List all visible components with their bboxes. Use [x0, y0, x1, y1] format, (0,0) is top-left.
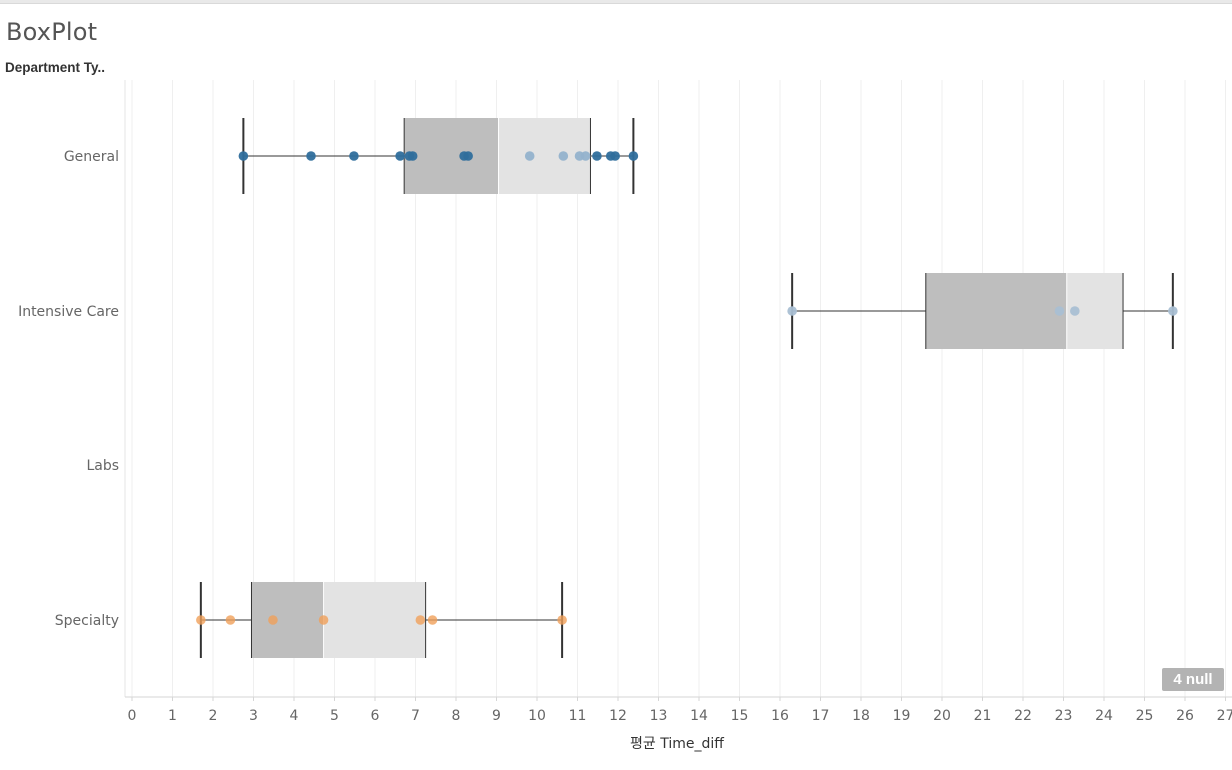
x-tick-label: 4	[290, 708, 299, 724]
data-point	[318, 615, 329, 625]
x-tick-label: 26	[1176, 708, 1194, 724]
top-border	[0, 0, 1232, 4]
x-tick-label: 16	[771, 708, 789, 724]
x-tick-label: 23	[1055, 708, 1073, 724]
x-tick-label: 14	[690, 708, 708, 724]
data-point	[1168, 306, 1178, 316]
data-point	[427, 615, 438, 625]
x-tick-label: 6	[371, 708, 380, 724]
data-point	[415, 615, 426, 625]
data-point	[395, 151, 405, 161]
x-axis-label: 평균 Time_diff	[630, 736, 724, 752]
box-lower-half	[251, 582, 324, 658]
box-group	[196, 582, 567, 658]
data-point	[407, 151, 418, 161]
data-point	[463, 151, 473, 161]
x-tick-label: 12	[609, 708, 627, 724]
x-tick-label: 15	[731, 708, 749, 724]
data-point	[349, 151, 359, 161]
data-point	[592, 151, 602, 161]
rows-header[interactable]: Department Ty..	[5, 60, 106, 75]
data-point	[558, 151, 569, 161]
data-point	[580, 151, 591, 161]
x-tick-label: 13	[650, 708, 668, 724]
x-tick-label: 21	[974, 708, 992, 724]
data-point	[196, 615, 206, 625]
data-point	[628, 151, 639, 161]
box-group	[787, 273, 1178, 349]
data-point	[787, 306, 797, 316]
category-labels: General Intensive Care Labs Specialty	[18, 149, 119, 629]
category-label: Specialty	[55, 613, 119, 629]
data-point	[557, 615, 567, 625]
x-tick-label: 22	[1014, 708, 1032, 724]
box-series	[196, 118, 1178, 658]
box-lower-half	[404, 118, 499, 194]
data-point	[1054, 306, 1065, 316]
x-tick-label: 10	[528, 708, 546, 724]
x-tick-label: 11	[569, 708, 587, 724]
data-point	[524, 151, 535, 161]
x-tick-label: 0	[128, 708, 137, 724]
box-upper-half	[323, 582, 426, 658]
x-tick-label: 2	[209, 708, 218, 724]
null-indicator[interactable]: 4 null	[1162, 668, 1224, 691]
data-point	[306, 151, 316, 161]
data-point	[225, 615, 236, 625]
box-lower-half	[925, 273, 1067, 349]
category-label: Labs	[86, 458, 119, 474]
x-tick-label: 25	[1136, 708, 1154, 724]
x-axis: 0 1 2 3 4 5 6 7 8 9 10 11 12 13 14 15 16 17 18 19 20 21 22 23 24…	[128, 697, 1232, 724]
x-tick-label: 3	[249, 708, 258, 724]
data-point	[610, 151, 620, 161]
x-tick-label: 5	[330, 708, 339, 724]
box-group	[238, 118, 639, 194]
data-point	[268, 615, 278, 625]
x-tick-label: 19	[893, 708, 911, 724]
x-tick-label: 7	[411, 708, 420, 724]
x-tick-label: 17	[812, 708, 830, 724]
data-point	[1070, 306, 1080, 316]
category-label: Intensive Care	[18, 304, 119, 320]
x-tick-label: 8	[452, 708, 461, 724]
x-tick-label: 27	[1217, 708, 1232, 724]
x-tick-label: 1	[168, 708, 177, 724]
x-tick-label: 20	[933, 708, 951, 724]
category-label: General	[64, 149, 119, 165]
x-tick-label: 18	[852, 708, 870, 724]
x-tick-label: 9	[492, 708, 501, 724]
chart-title: BoxPlot	[6, 18, 98, 46]
data-point	[238, 151, 249, 161]
x-tick-label: 24	[1095, 708, 1113, 724]
